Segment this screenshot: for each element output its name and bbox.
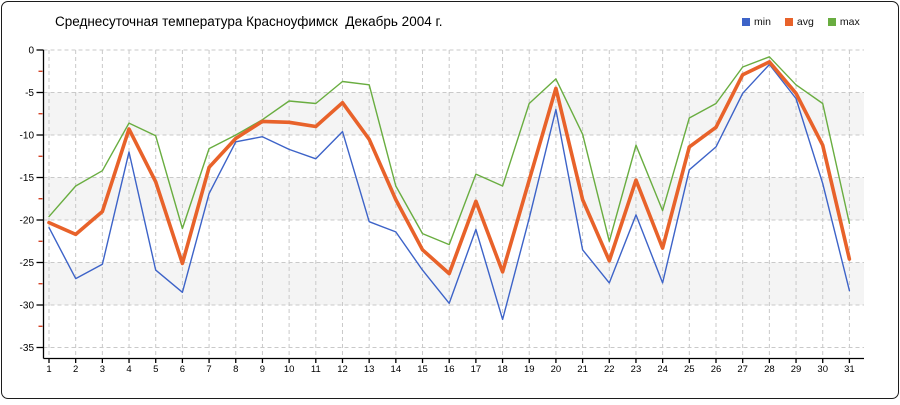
min-series-swatch [742,18,750,26]
svg-text:28: 28 [764,364,775,375]
svg-text:1: 1 [46,364,51,375]
svg-text:5: 5 [153,364,158,375]
svg-text:10: 10 [284,364,295,375]
avg-series-swatch [784,18,793,26]
svg-text:2: 2 [73,364,78,375]
svg-text:13: 13 [364,364,375,375]
svg-text:7: 7 [206,364,211,375]
svg-text:21: 21 [577,364,588,375]
svg-text:22: 22 [604,364,615,375]
svg-text:26: 26 [711,364,722,375]
svg-text:-15: -15 [20,173,35,184]
svg-text:0: 0 [28,46,34,57]
svg-text:14: 14 [391,364,402,375]
svg-text:25: 25 [684,364,695,375]
svg-text:6: 6 [180,364,185,375]
legend-item-min: min [742,16,771,28]
svg-text:3: 3 [100,364,105,375]
svg-text:16: 16 [444,364,455,375]
legend-label-max: max [839,16,860,28]
svg-text:-30: -30 [20,301,35,312]
legend-item-avg: avg [784,16,814,28]
svg-text:27: 27 [737,364,748,375]
svg-text:11: 11 [311,364,321,375]
svg-text:-20: -20 [20,216,35,227]
legend: min avg max [742,16,860,28]
chart-title: Среднесуточная температура Красноуфимск … [55,14,443,29]
svg-text:19: 19 [524,364,535,375]
max-series-swatch [827,18,836,26]
svg-text:23: 23 [631,364,642,375]
svg-text:-35: -35 [20,343,35,354]
svg-text:12: 12 [337,364,348,375]
svg-text:17: 17 [471,364,482,375]
svg-text:24: 24 [657,364,668,375]
svg-text:20: 20 [551,364,562,375]
svg-text:15: 15 [417,364,428,375]
svg-text:-5: -5 [25,88,34,99]
svg-text:-10: -10 [20,131,35,142]
svg-text:9: 9 [260,364,265,375]
svg-text:18: 18 [497,364,508,375]
svg-text:29: 29 [791,364,802,375]
svg-text:-25: -25 [20,258,35,269]
svg-text:31: 31 [844,364,855,375]
legend-item-max: max [827,16,860,28]
legend-label-avg: avg [796,16,814,28]
svg-text:8: 8 [233,364,238,375]
svg-text:4: 4 [126,364,131,375]
svg-text:30: 30 [817,364,828,375]
legend-label-min: min [754,16,771,28]
